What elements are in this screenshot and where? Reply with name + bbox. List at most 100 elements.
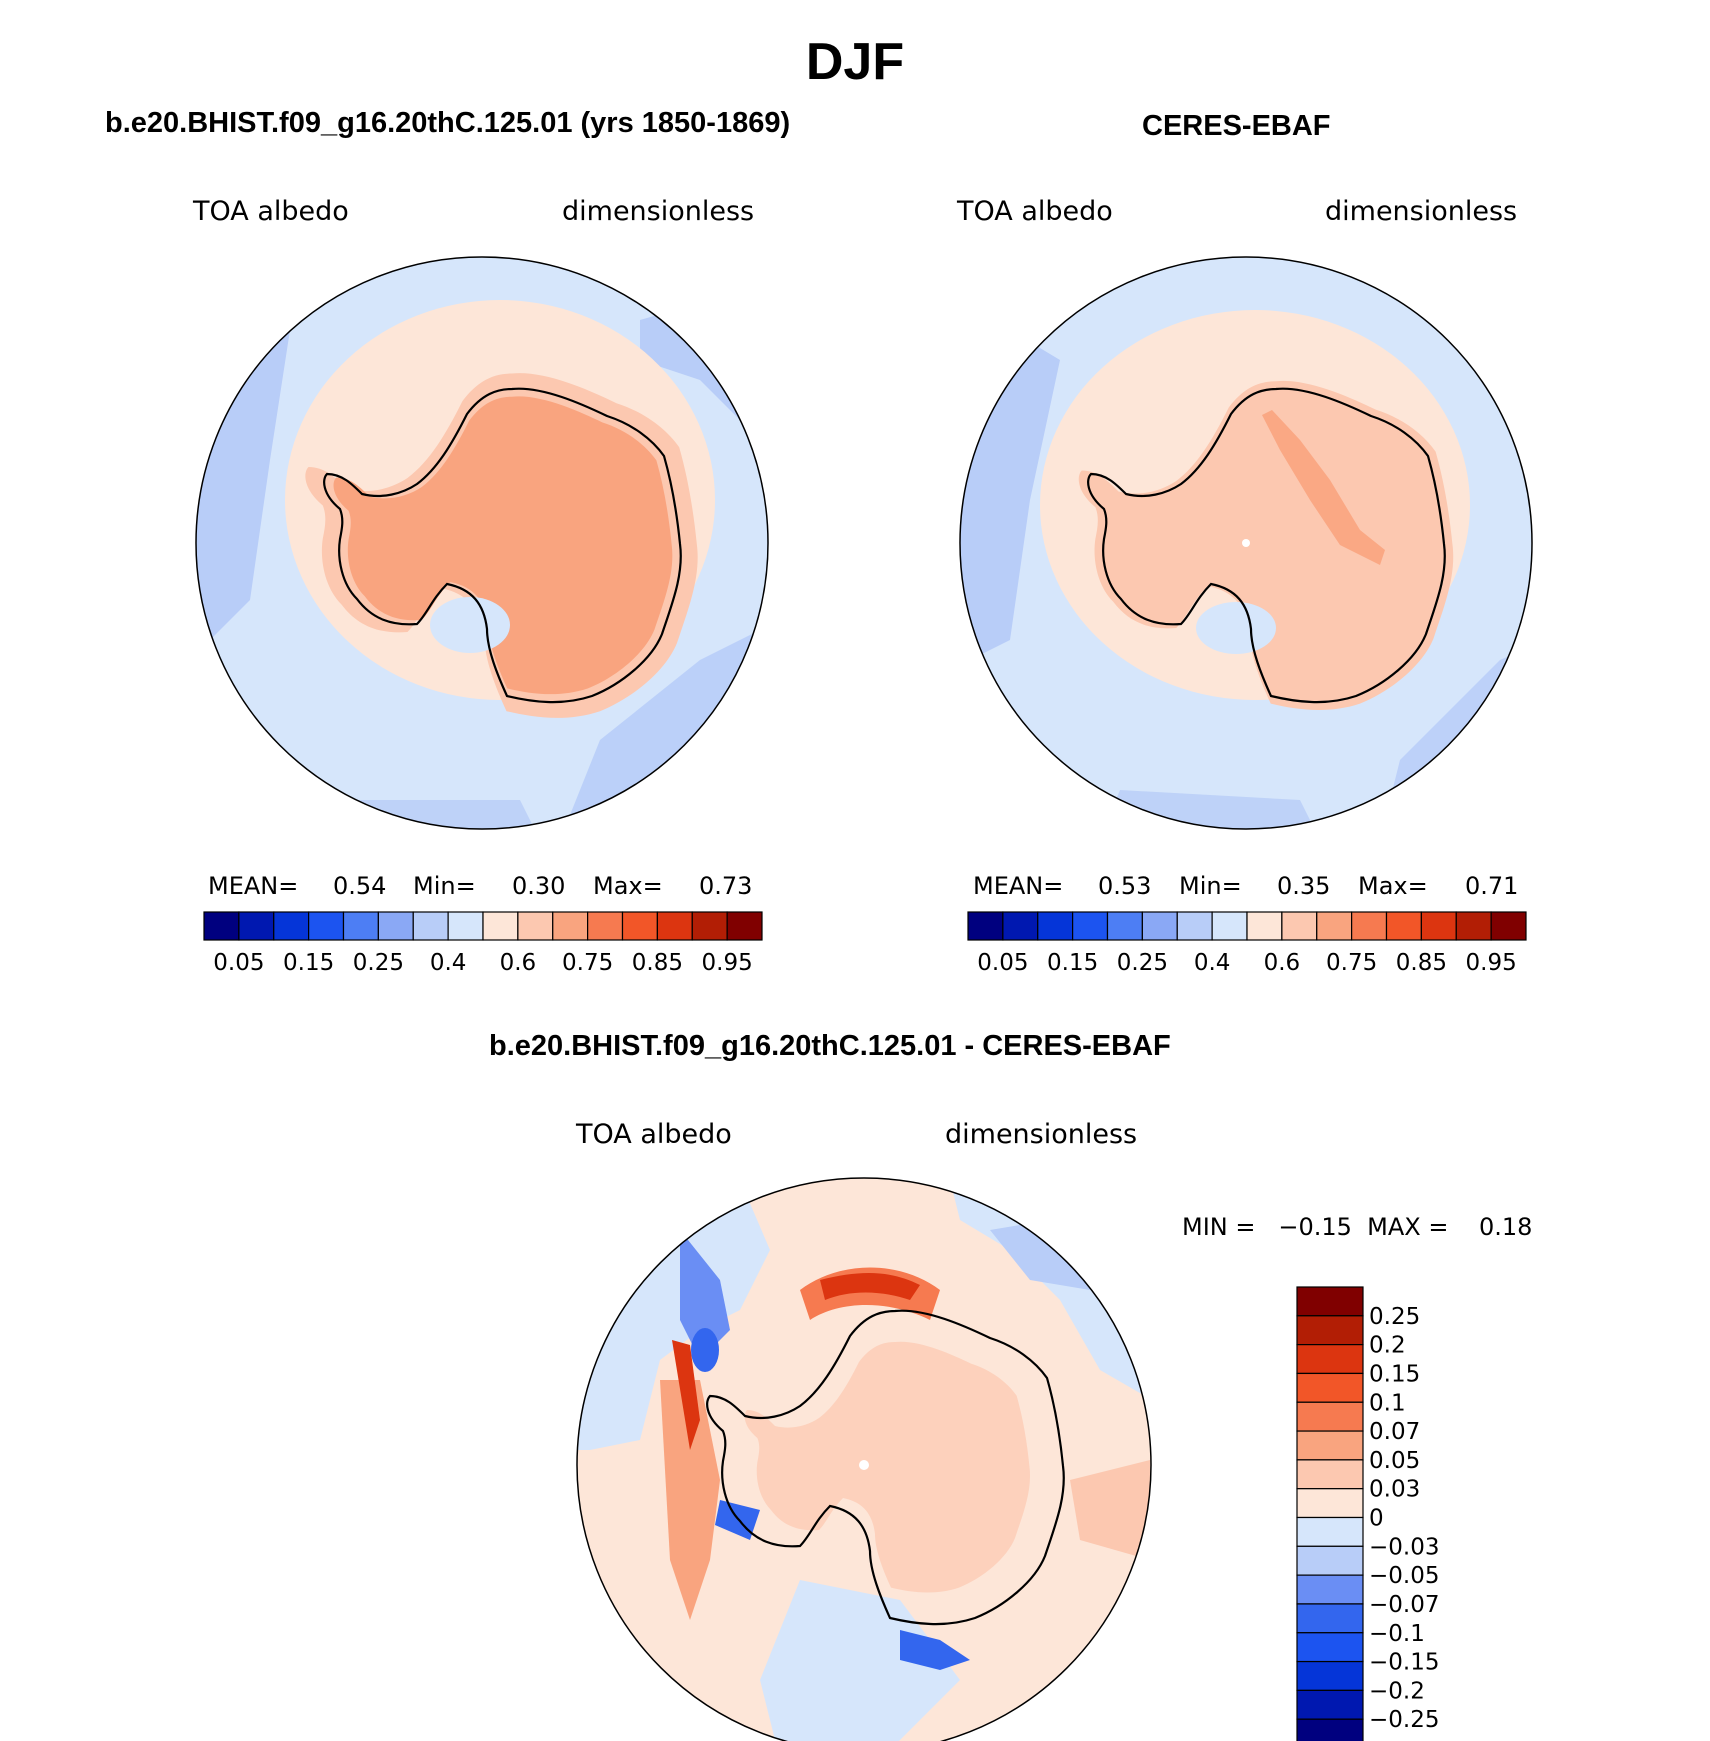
colorbar-box xyxy=(1296,1545,1364,1576)
colorbar-box xyxy=(273,911,310,941)
colorbar-tick-label: 0.85 xyxy=(632,950,683,976)
colorbar-box xyxy=(656,911,693,941)
colorbar-tick-label: 0.05 xyxy=(213,950,264,976)
colorbar-tick-label: 0.95 xyxy=(1466,950,1517,976)
diff-title: b.e20.BHIST.f09_g16.20thC.125.01 - CERES… xyxy=(489,1030,1171,1062)
panel-2-mean-value: 0.53 xyxy=(1098,872,1152,900)
colorbar-tick-label: 0.2 xyxy=(1369,1333,1406,1359)
colorbar-tick-label: 0.6 xyxy=(500,950,537,976)
colorbar-box xyxy=(1296,1516,1364,1547)
panel-2-variable-label: TOA albedo xyxy=(957,196,1113,227)
panel-2-max-value: 0.71 xyxy=(1465,872,1519,900)
colorbar-box xyxy=(1455,911,1492,941)
colorbar-box xyxy=(1141,911,1178,941)
colorbar-tick-label: 0.4 xyxy=(430,950,467,976)
colorbar-box xyxy=(1296,1632,1364,1663)
colorbar-box xyxy=(1296,1315,1364,1346)
colorbar-tick-label: 0.03 xyxy=(1369,1477,1420,1503)
panel-2-max-label: Max= xyxy=(1358,872,1428,900)
colorbar-tick-label: 0.75 xyxy=(562,950,613,976)
colorbar-box xyxy=(1420,911,1457,941)
colorbar-box xyxy=(1072,911,1109,941)
colorbar-tick-label: 0.05 xyxy=(1369,1448,1420,1474)
colorbar-box xyxy=(1246,911,1283,941)
panel-1-colorbar: 0.05 0.15 0.25 0.4 0.6 0.75 0.85 0.95 xyxy=(203,911,763,976)
colorbar-box xyxy=(1296,1603,1364,1634)
colorbar-tick-label: −0.1 xyxy=(1369,1621,1425,1647)
colorbar-box xyxy=(1296,1372,1364,1403)
panel-2-colorbar: 0.05 0.15 0.25 0.4 0.6 0.75 0.85 0.95 xyxy=(967,911,1527,976)
colorbar-tick-label: 0.4 xyxy=(1194,950,1231,976)
colorbar-box xyxy=(1296,1430,1364,1461)
colorbar-box xyxy=(1385,911,1422,941)
colorbar-box xyxy=(1281,911,1318,941)
panel-1-map xyxy=(195,256,769,830)
panel-2-map xyxy=(959,256,1533,830)
colorbar-tick-label: −0.07 xyxy=(1369,1592,1439,1618)
colorbar-tick-label: 0.1 xyxy=(1369,1390,1406,1416)
colorbar-box xyxy=(1296,1718,1364,1741)
colorbar-tick-label: 0.25 xyxy=(1117,950,1168,976)
panel-1-min-value: 0.30 xyxy=(512,872,566,900)
colorbar-box xyxy=(1176,911,1213,941)
colorbar-box xyxy=(1296,1401,1364,1432)
colorbar-box xyxy=(587,911,624,941)
colorbar-tick-label: 0.15 xyxy=(283,950,334,976)
colorbar-box xyxy=(238,911,275,941)
colorbar-box xyxy=(1296,1689,1364,1720)
colorbar-box xyxy=(412,911,449,941)
colorbar-tick-label: 0.15 xyxy=(1369,1361,1420,1387)
colorbar-box xyxy=(447,911,484,941)
colorbar-tick-label: −0.2 xyxy=(1369,1678,1425,1704)
main-title: DJF xyxy=(805,33,905,91)
panel-2-min-label: Min= xyxy=(1179,872,1242,900)
colorbar-box xyxy=(1316,911,1353,941)
colorbar-box xyxy=(203,911,240,941)
colorbar-box xyxy=(621,911,658,941)
colorbar-tick-label: −0.03 xyxy=(1369,1534,1439,1560)
panel-1-mean-label: MEAN= xyxy=(208,872,299,900)
colorbar-tick-label: −0.15 xyxy=(1369,1650,1439,1676)
panel-1-units-label: dimensionless xyxy=(562,196,755,227)
colorbar-box xyxy=(1296,1574,1364,1605)
panel-2-mean-label: MEAN= xyxy=(973,872,1064,900)
colorbar-tick-label: 0.05 xyxy=(977,950,1028,976)
colorbar-box xyxy=(691,911,728,941)
panel-2-units-label: dimensionless xyxy=(1325,196,1518,227)
colorbar-box xyxy=(967,911,1004,941)
colorbar-tick-label: 0.6 xyxy=(1264,950,1301,976)
diff-units-label: dimensionless xyxy=(945,1119,1138,1150)
colorbar-box xyxy=(1296,1459,1364,1490)
colorbar-box xyxy=(517,911,554,941)
colorbar-tick-label: −0.05 xyxy=(1369,1563,1439,1589)
colorbar-box xyxy=(1296,1660,1364,1691)
colorbar-box xyxy=(1002,911,1039,941)
colorbar-tick-label: −0.25 xyxy=(1369,1707,1439,1733)
panel-1-max-label: Max= xyxy=(593,872,663,900)
colorbar-box xyxy=(308,911,345,941)
diff-map xyxy=(576,1177,1152,1741)
diff-variable-label: TOA albedo xyxy=(576,1119,732,1150)
colorbar-box xyxy=(482,911,519,941)
colorbar-tick-label: 0 xyxy=(1369,1506,1384,1532)
colorbar-tick-label: 0.75 xyxy=(1326,950,1377,976)
colorbar-box xyxy=(1351,911,1388,941)
colorbar-box xyxy=(1296,1488,1364,1519)
colorbar-box xyxy=(377,911,414,941)
colorbar-tick-label: 0.25 xyxy=(353,950,404,976)
colorbar-tick-label: 0.85 xyxy=(1396,950,1447,976)
colorbar-box xyxy=(1037,911,1074,941)
panel-1-min-label: Min= xyxy=(413,872,476,900)
colorbar-box xyxy=(1490,911,1527,941)
panel-1-title: b.e20.BHIST.f09_g16.20thC.125.01 (yrs 18… xyxy=(105,107,791,139)
colorbar-box xyxy=(1211,911,1248,941)
panel-1-mean-value: 0.54 xyxy=(333,872,387,900)
colorbar-tick-label: 0.25 xyxy=(1369,1304,1420,1330)
colorbar-box xyxy=(552,911,589,941)
panel-1-max-value: 0.73 xyxy=(699,872,753,900)
panel-2-min-value: 0.35 xyxy=(1277,872,1331,900)
colorbar-box xyxy=(726,911,763,941)
diff-colorbar: 0.25 0.20.15 0.1 0.07 0.05 0.03 0−0.03 −0.05 −0.… xyxy=(1296,1286,1439,1741)
colorbar-tick-label: 0.15 xyxy=(1047,950,1098,976)
